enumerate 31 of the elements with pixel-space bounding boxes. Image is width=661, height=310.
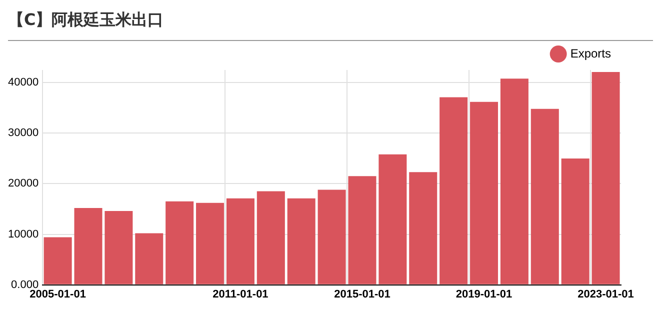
bar — [592, 72, 620, 284]
bar — [196, 202, 224, 284]
bar — [378, 154, 407, 284]
x-tick-label: 2015-01-01 — [334, 288, 390, 300]
bar — [530, 108, 559, 284]
y-tick-label: 0.000 — [11, 278, 39, 291]
x-tick-label: 2011-01-01 — [212, 288, 268, 300]
chart-title: 【C】阿根廷玉米出口 — [8, 10, 164, 31]
bar — [440, 97, 468, 284]
bar — [348, 176, 376, 284]
bar — [561, 158, 590, 284]
bar — [104, 211, 133, 284]
y-tick-label: 40000 — [8, 76, 39, 89]
y-tick-label: 30000 — [8, 127, 39, 140]
bar — [470, 102, 498, 284]
bar — [500, 78, 528, 284]
bar — [74, 208, 102, 284]
bar — [256, 191, 285, 284]
bar — [287, 198, 316, 284]
bar — [166, 201, 194, 284]
x-tick-label: 2019-01-01 — [456, 288, 512, 300]
bar — [318, 190, 346, 284]
bar — [135, 233, 164, 284]
legend-label: Exports — [570, 46, 612, 60]
bar — [226, 198, 254, 284]
y-tick-label: 20000 — [8, 178, 39, 190]
bar — [44, 237, 72, 284]
x-tick-label: 2005-01-01 — [30, 288, 86, 300]
x-tick-label: 2023-01-01 — [578, 288, 634, 300]
y-tick-label: 10000 — [8, 228, 39, 240]
bar — [409, 172, 438, 284]
